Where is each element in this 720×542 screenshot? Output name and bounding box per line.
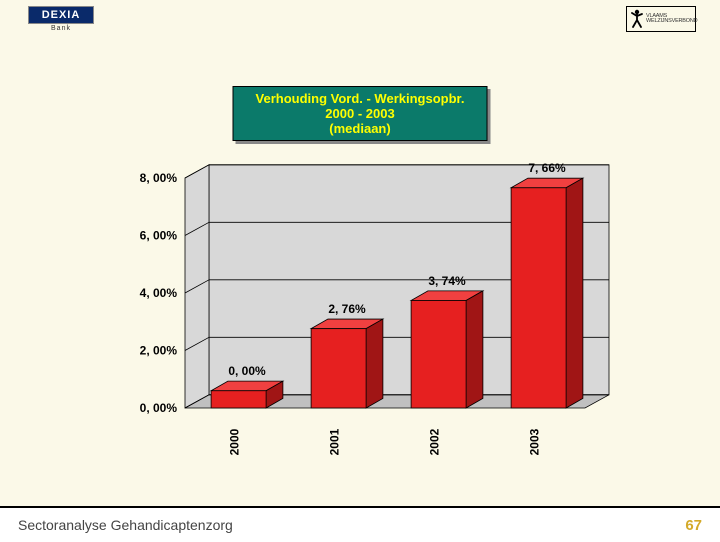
footer-title: Sectoranalyse Gehandicaptenzorg <box>18 517 233 533</box>
svg-text:2, 76%: 2, 76% <box>328 302 366 316</box>
svg-text:6, 00%: 6, 00% <box>140 229 178 243</box>
dexia-logo-text: DEXIA <box>28 6 94 24</box>
bar-chart: 0, 00% 2, 00% 4, 00% 6, 00% 8, 00% 0, 00% 2000… <box>100 158 620 468</box>
slide-content: DEXIA Bank VLAAMS WELZIJNSVERBOND Verhou… <box>0 0 720 506</box>
svg-text:2003: 2003 <box>528 428 542 455</box>
chart-title-box: Verhouding Vord. - Werkingsopbr. 2000 - … <box>233 86 488 141</box>
svg-text:3, 74%: 3, 74% <box>428 274 466 288</box>
dexia-logo-sub: Bank <box>28 25 94 32</box>
svg-text:2001: 2001 <box>328 428 342 455</box>
svg-text:2, 00%: 2, 00% <box>140 344 178 358</box>
footer: Sectoranalyse Gehandicaptenzorg 67 <box>0 506 720 540</box>
welzijn-logo-text: VLAAMS WELZIJNSVERBOND <box>646 14 697 25</box>
svg-text:2000: 2000 <box>228 428 242 455</box>
title-line-1: Verhouding Vord. - Werkingsopbr. <box>256 91 465 106</box>
svg-text:2002: 2002 <box>428 428 442 455</box>
runner-icon <box>628 9 646 29</box>
title-line-3: (mediaan) <box>256 121 465 136</box>
svg-text:8, 00%: 8, 00% <box>140 171 178 185</box>
svg-text:0, 00%: 0, 00% <box>228 364 266 378</box>
dexia-logo: DEXIA Bank <box>28 6 94 32</box>
welzijn-logo: VLAAMS WELZIJNSVERBOND <box>626 6 696 32</box>
svg-text:0, 00%: 0, 00% <box>140 401 178 415</box>
title-line-2: 2000 - 2003 <box>256 106 465 121</box>
page-number: 67 <box>685 517 702 534</box>
svg-text:7, 66%: 7, 66% <box>528 161 566 175</box>
svg-text:4, 00%: 4, 00% <box>140 286 178 300</box>
